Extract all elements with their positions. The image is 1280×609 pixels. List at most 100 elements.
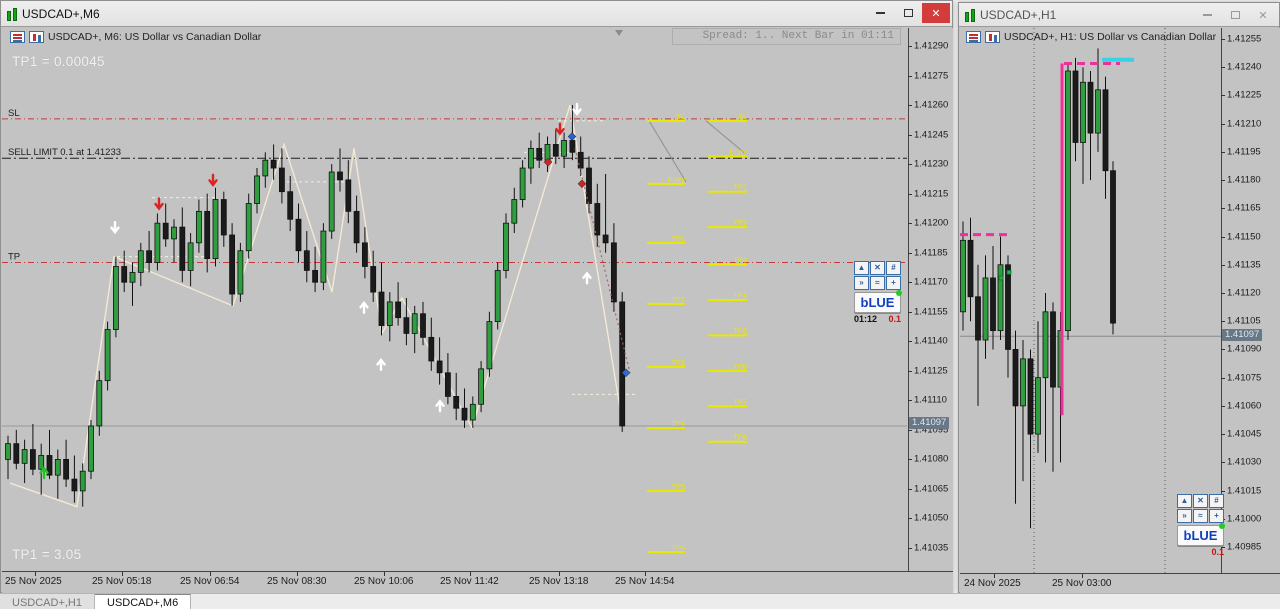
chart-tool-button[interactable]: »: [854, 276, 869, 290]
time-tick: [1082, 574, 1083, 578]
close-button[interactable]: ✕: [922, 3, 950, 23]
axis-tick: [908, 429, 912, 431]
price-axis-label: 1.41255: [1227, 33, 1262, 45]
axis-tick: [1221, 208, 1225, 210]
main-window-title: USDCAD+,M6: [22, 6, 100, 21]
price-axis-label: 1.41090: [1227, 343, 1262, 355]
chart-tool-button[interactable]: ✕: [870, 261, 885, 275]
tp-ladder-label: TP8: [733, 433, 747, 442]
minimize-button[interactable]: [866, 3, 894, 23]
candle: [1012, 349, 1019, 407]
chart-tool-button[interactable]: ≈: [1193, 509, 1208, 523]
up-arrow-marker: [376, 357, 386, 372]
main-price-axis[interactable]: 1.41290 1.41275 1.41260 1.41245 1.41230 1.412…: [908, 28, 953, 571]
candle: [361, 242, 368, 267]
diamond-marker: [567, 132, 577, 141]
ohlc-list-icon[interactable]: [10, 31, 25, 43]
candle: [386, 301, 393, 326]
chart-tool-button[interactable]: #: [1209, 494, 1224, 508]
candle-mode-icon[interactable]: [29, 31, 44, 43]
chart-tool-button[interactable]: ▲: [1177, 494, 1192, 508]
time-axis-label: 25 Nov 2025: [5, 576, 62, 587]
axis-tick: [908, 547, 912, 549]
diamond-marker: [543, 157, 553, 167]
candle: [121, 266, 128, 283]
chart-tool-button[interactable]: ▲: [854, 261, 869, 275]
blue-ea-button[interactable]: bLUE: [1177, 523, 1225, 546]
candle: [982, 277, 989, 341]
candle: [237, 250, 244, 295]
chart-tab-usdcad-h1[interactable]: USDCAD+,H1: [0, 594, 95, 609]
time-axis-label: 25 Nov 08:30: [267, 576, 327, 587]
main-chart-area[interactable]: SL SELL LIMIT 0.1 at 1.41233 TP SL Entry TP1 T…: [2, 28, 953, 593]
maximize-button[interactable]: [894, 3, 922, 23]
candle: [328, 171, 335, 232]
lot-size: 0.1: [1211, 547, 1224, 557]
candle: [254, 175, 260, 204]
chart-tool-button[interactable]: ✕: [1193, 494, 1208, 508]
candle: [519, 167, 526, 200]
h1-titlebar[interactable]: USDCAD+,H1 ✕: [959, 3, 1279, 27]
main-candlestick-chart[interactable]: SL SELL LIMIT 0.1 at 1.41233 TP SL Entry TP1 T…: [2, 28, 908, 571]
chart-tool-button[interactable]: +: [1209, 509, 1224, 523]
blue-ea-button[interactable]: bLUE: [854, 290, 902, 313]
chart-tab-usdcad-m6[interactable]: USDCAD+,M6: [95, 594, 192, 609]
minimize-button[interactable]: [1193, 5, 1221, 25]
candle: [13, 443, 20, 464]
axis-tick: [908, 370, 912, 372]
down-arrow-marker: [110, 220, 120, 235]
candle: [975, 296, 981, 341]
axis-divider: [1221, 28, 1222, 573]
maximize-button[interactable]: [1221, 5, 1249, 25]
candle: [262, 159, 269, 177]
candle: [461, 407, 468, 421]
tp-ladder-label: TP6: [671, 543, 685, 552]
h1-candlestick-chart[interactable]: [960, 28, 1221, 573]
candle: [88, 425, 94, 472]
ohlc-list-icon[interactable]: [966, 31, 981, 43]
axis-tick: [1221, 547, 1225, 548]
candle: [552, 144, 559, 157]
price-axis-label: 1.41185: [914, 247, 948, 259]
h1-symbol-description: USDCAD+, H1: US Dollar vs Canadian Dolla…: [1004, 31, 1217, 43]
candle: [312, 270, 319, 283]
candle: [229, 234, 236, 295]
main-titlebar[interactable]: USDCAD+,M6 ✕: [1, 1, 952, 27]
candle: [154, 222, 161, 263]
main-time-axis[interactable]: 25 Nov 2025 25 Nov 05:18 25 Nov 06:54 25 No…: [2, 571, 953, 593]
h1-current-price-badge: 1.41097: [1222, 329, 1263, 341]
price-axis-label: 1.41245: [914, 129, 949, 141]
axis-tick: [1221, 349, 1225, 351]
candle: [569, 140, 576, 153]
tp-ladder-label: TP4: [671, 419, 685, 428]
candle: [345, 179, 352, 212]
tp-ladder-label: Entry: [729, 147, 747, 156]
candle: [997, 264, 1004, 332]
axis-tick: [1221, 434, 1225, 436]
candle-mode-icon[interactable]: [985, 31, 1000, 43]
axis-tick: [1221, 293, 1225, 294]
candle: [63, 459, 69, 480]
price-axis-label: 1.41195: [1227, 146, 1261, 158]
price-axis-label: 1.41215: [914, 188, 949, 200]
h1-chart-area[interactable]: USDCAD+, H1: US Dollar vs Canadian Dolla…: [960, 28, 1280, 594]
time-axis-label: 24 Nov 2025: [964, 578, 1021, 589]
chart-tool-button[interactable]: #: [886, 261, 901, 275]
chart-tool-button[interactable]: »: [1177, 509, 1192, 523]
axis-tick: [908, 105, 912, 107]
h1-time-axis[interactable]: 24 Nov 2025 25 Nov 03:00: [960, 573, 1280, 594]
h1-price-axis[interactable]: 1.41255 1.41240 1.41225 1.41210 1.41195 1.411…: [1221, 28, 1279, 573]
chart-tool-button[interactable]: ≈: [870, 276, 885, 290]
candle: [353, 210, 360, 244]
axis-tick: [908, 341, 912, 343]
indicator-comment-bottom: TP1 = 3.05: [12, 547, 82, 562]
price-axis-label: 1.41045: [1227, 428, 1262, 440]
up-arrow-marker: [39, 466, 49, 480]
tp-ladder-label: TP3: [733, 256, 747, 265]
close-button[interactable]: ✕: [1258, 9, 1268, 22]
candle: [146, 250, 153, 263]
price-axis-label: 1.41060: [1227, 400, 1262, 412]
price-line-label: TP: [8, 252, 20, 263]
chart-tool-button[interactable]: +: [886, 276, 901, 290]
